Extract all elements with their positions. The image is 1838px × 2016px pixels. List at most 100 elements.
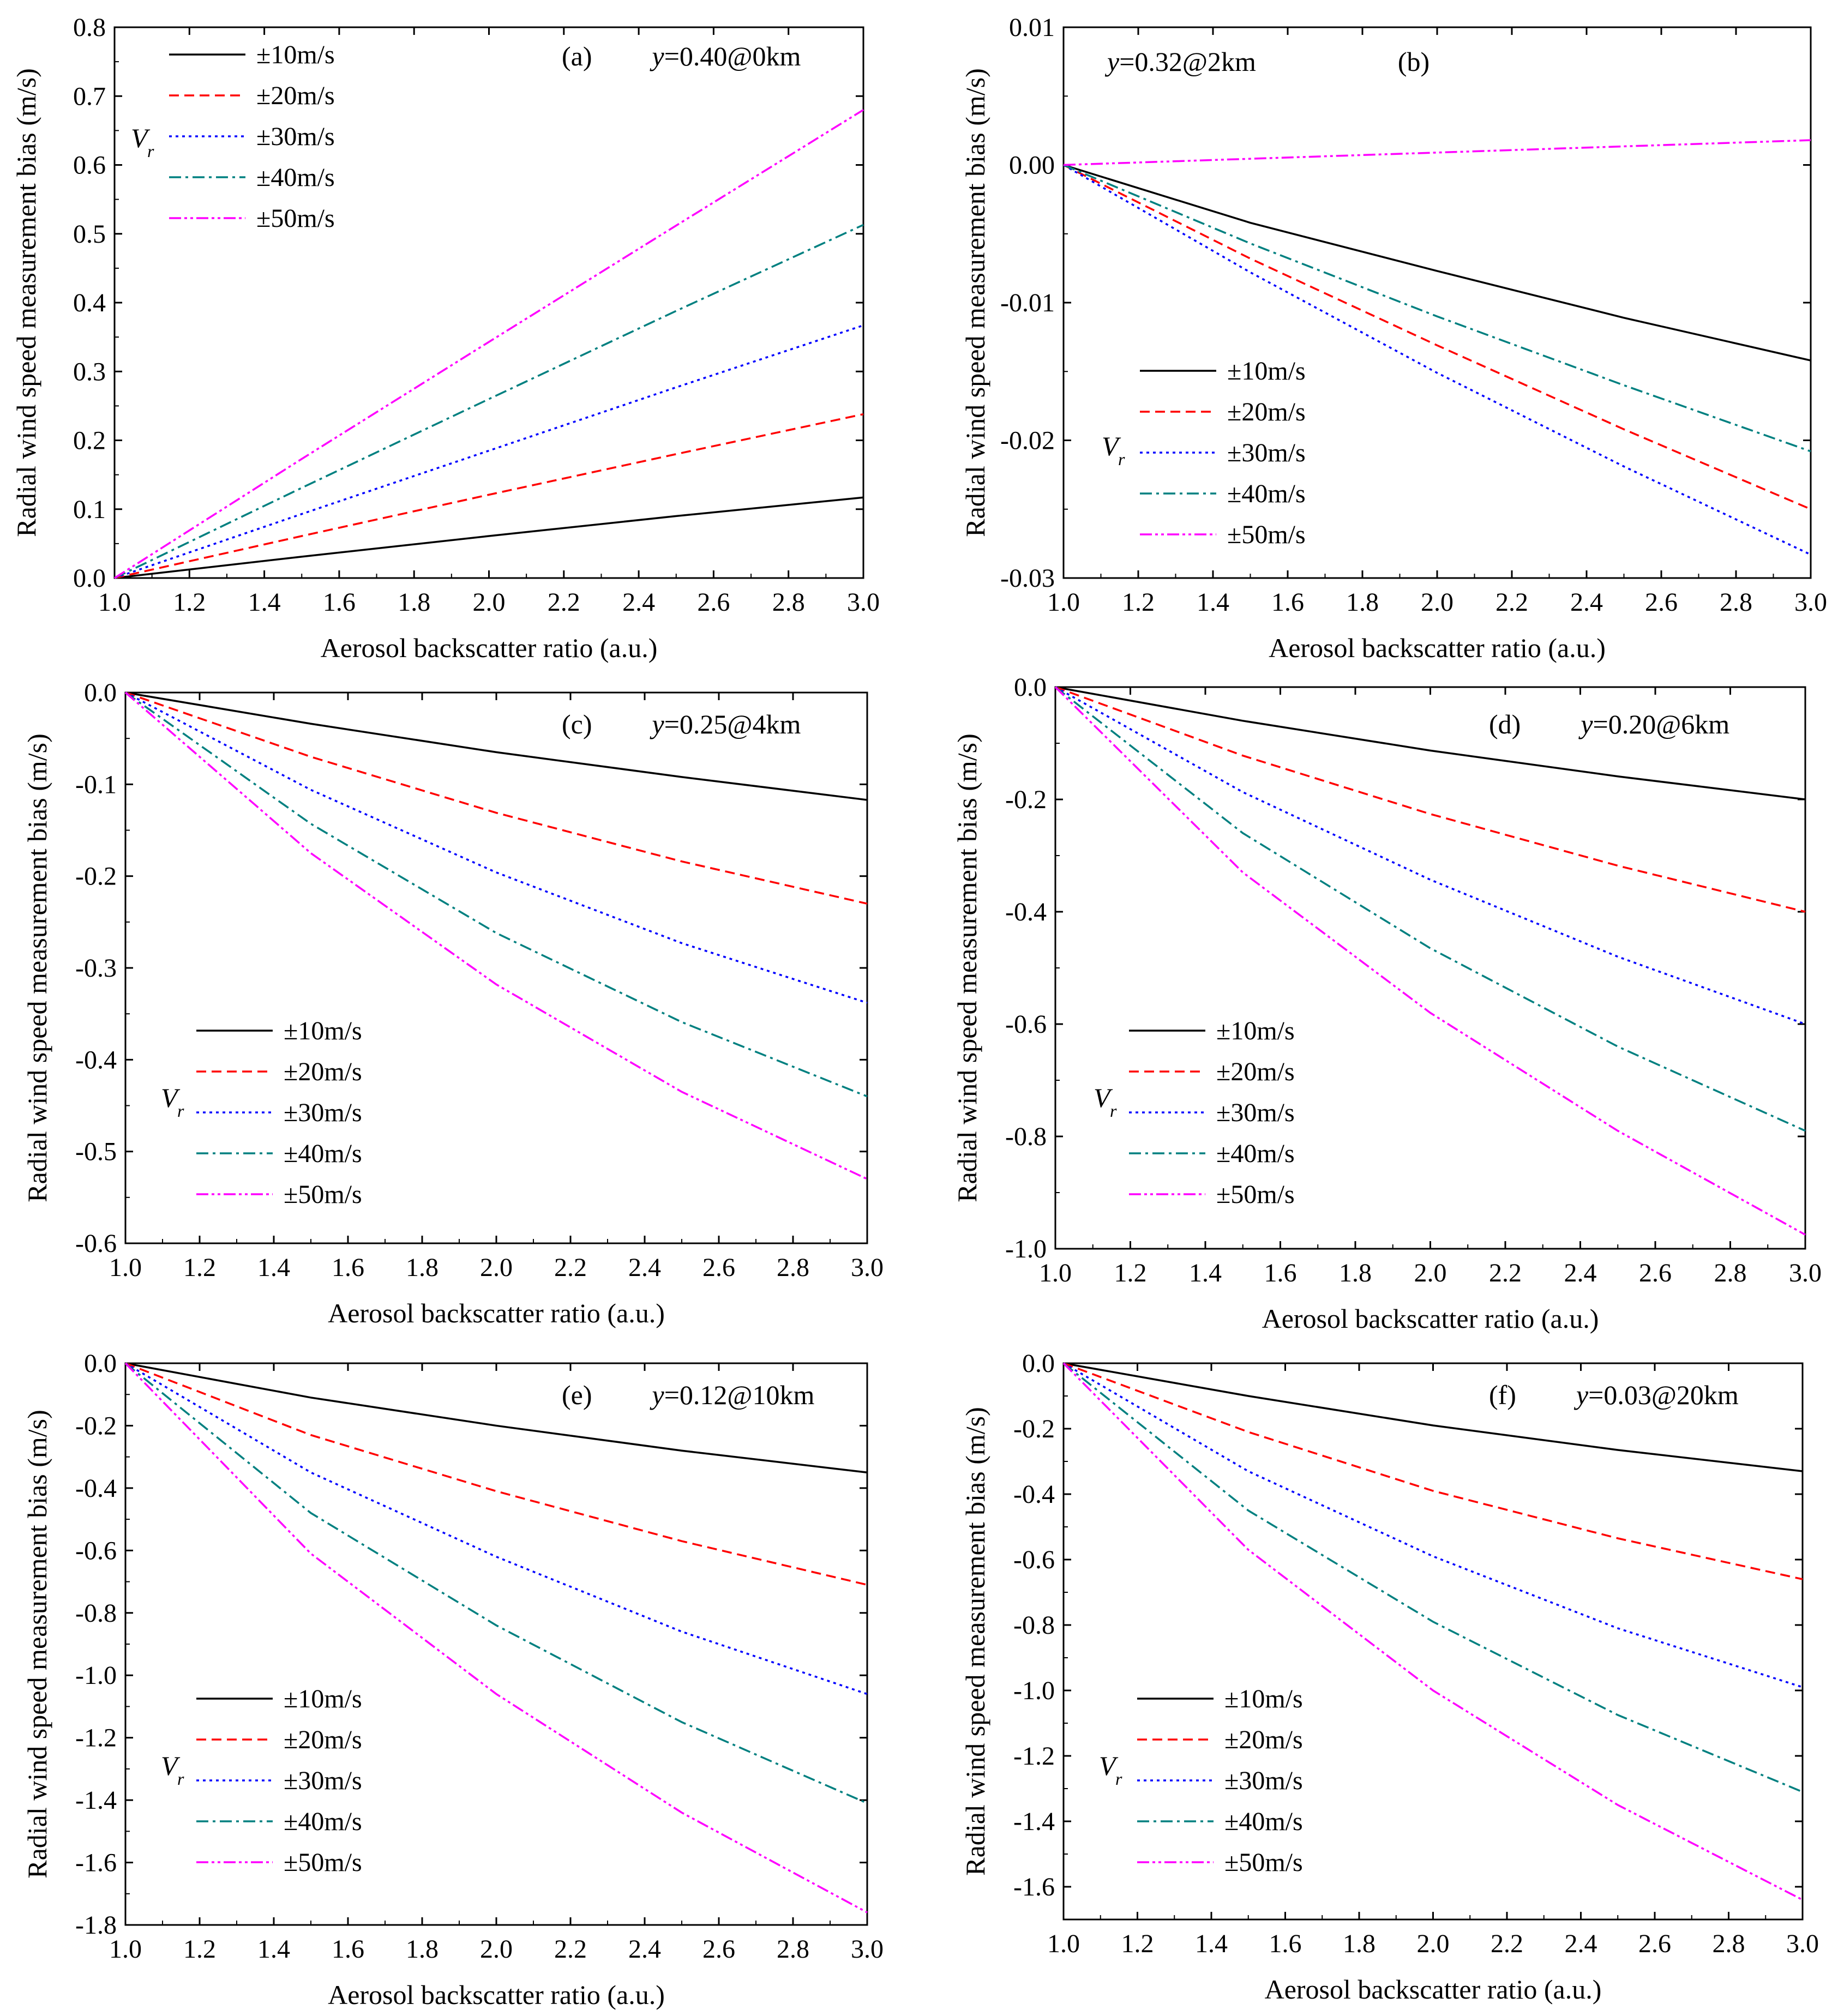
legend-title: V [131,123,151,153]
legend-title-subscript: r [1115,1769,1122,1789]
x-tick-label: 2.2 [1489,1259,1522,1287]
y-tick-label: 0.5 [73,220,106,249]
y-tick-label: 0.7 [73,82,106,111]
legend-label-5: ±50m/s [284,1848,362,1877]
x-tick-label: 1.8 [1343,1929,1376,1958]
plot-frame [124,1362,868,1926]
legend-label-5: ±50m/s [1224,1848,1303,1877]
y-axis-title: Radial wind speed measurement bias (m/s) [22,1410,52,1879]
x-tick-label: 1.0 [1047,588,1080,617]
y-tick-label: -1.2 [1013,1742,1055,1771]
y-tick-label: 0.6 [73,151,106,180]
y-tick-label: 0.0 [1014,673,1047,702]
series-line-1 [114,496,864,579]
legend-title-subscript: r [1110,1101,1117,1121]
x-tick-label: 1.6 [1271,588,1304,617]
y-tick-label: -0.02 [1000,426,1055,455]
chart-panel-c: 1.0 1.2 1.4 1.6 1.8 2.0 2.2 2.4 2.6 2.8 3.0 -0.6 -0.… [22,678,884,1328]
x-tick-label: 1.0 [1039,1259,1072,1287]
y-tick-label: 0.01 [1009,13,1055,42]
y-tick-label: -1.6 [75,1849,117,1877]
x-tick-label: 1.0 [109,1935,142,1964]
x-tick-label: 2.2 [1495,588,1528,617]
y-axis-title: Radial wind speed measurement bias (m/s) [22,733,52,1202]
y-tick-label: -0.4 [1005,898,1047,926]
x-axis-title: Aerosol backscatter ratio (a.u.) [328,1298,665,1328]
x-tick-label: 1.2 [1121,1929,1154,1958]
y-axis-title: Radial wind speed measurement bias (m/s) [952,733,982,1202]
x-tick-label: 1.2 [183,1935,216,1964]
x-tick-label: 2.2 [554,1253,587,1282]
y-tick-label: -0.2 [75,862,117,891]
x-axis-title: Aerosol backscatter ratio (a.u.) [1265,1974,1602,2005]
legend-label-4: ±40m/s [1216,1139,1295,1168]
legend-title-subscript: r [177,1101,184,1121]
y-tick-label: -0.03 [1000,564,1055,593]
y-tick-label: -1.2 [75,1724,117,1753]
x-tick-label: 2.4 [1564,1259,1597,1287]
legend-label-4: ±40m/s [1224,1807,1303,1836]
y-tick-label: -1.4 [75,1786,117,1815]
y-tick-label: 0.8 [73,13,106,42]
y-tick-label: -0.5 [75,1138,117,1166]
x-tick-label: 2.6 [1638,1929,1671,1958]
x-tick-label: 3.0 [851,1935,884,1964]
y-tick-label: -0.2 [1005,785,1047,814]
x-tick-label: 1.4 [1195,1929,1228,1958]
y-tick-label: -0.8 [1005,1122,1047,1151]
x-tick-label: 2.0 [1417,1929,1450,1958]
legend-label-1: ±10m/s [1224,1684,1303,1713]
series-line-5 [124,691,868,1180]
legend-label-4: ±40m/s [256,163,335,192]
plot-frame [1062,1362,1804,1921]
series-line-3 [125,1362,868,1695]
legend-label-1: ±10m/s [1216,1016,1295,1045]
panel-label: (e) [562,1380,592,1410]
x-tick-label: 3.0 [1789,1259,1822,1287]
x-tick-label: 2.4 [628,1253,661,1282]
y-tick-label: -0.01 [1000,288,1055,317]
chart-panel-d: 1.0 1.2 1.4 1.6 1.8 2.0 2.2 2.4 2.6 2.8 3.0 -1.0 -0.… [952,673,1822,1334]
x-axis-title: Aerosol backscatter ratio (a.u.) [1262,1303,1599,1334]
panel-annotation: (e) y=0.12@10km [562,1380,814,1410]
chart-panel-e: 1.0 1.2 1.4 1.6 1.8 2.0 2.2 2.4 2.6 2.8 3.0 -1.8 -1.… [22,1349,884,2010]
series-line-3 [125,691,868,1004]
annotation-value: =0.03@20km [1588,1380,1739,1410]
x-tick-label: 3.0 [1786,1929,1819,1958]
legend-label-3: ±30m/s [1216,1098,1295,1127]
series-line-2 [1063,1362,1803,1580]
series-line-5 [1063,139,1811,166]
panel-label: (d) [1489,709,1521,739]
x-tick-label: 1.4 [257,1935,290,1964]
panel-annotation: (a) y=0.40@0km [562,41,801,71]
annotation-value: =0.32@2km [1119,46,1256,77]
legend-title-subscript: r [147,141,154,161]
series-line-2 [125,1362,868,1586]
series-line-4 [1054,686,1806,1132]
panel-label: (f) [1489,1380,1516,1410]
legend-label-3: ±30m/s [284,1766,362,1795]
x-tick-label: 2.6 [697,588,730,617]
x-tick-label: 3.0 [847,588,880,617]
x-tick-label: 2.0 [480,1935,513,1964]
x-tick-label: 2.8 [777,1935,809,1964]
y-tick-label: -0.4 [75,1474,117,1503]
x-tick-label: 1.4 [257,1253,290,1282]
annotation-value: =0.25@4km [664,709,801,739]
y-tick-label: -0.4 [1013,1480,1055,1509]
y-tick-label: -0.6 [1013,1545,1055,1574]
chart-panel-a: 1.0 1.2 1.4 1.6 1.8 2.0 2.2 2.4 2.6 2.8 3.0 0.0 0.1 0… [11,13,880,663]
annotation-value: =0.40@0km [664,41,801,71]
series-line-1 [1063,164,1811,362]
y-tick-label: 0.00 [1009,151,1055,180]
x-tick-label: 2.8 [772,588,805,617]
x-tick-label: 2.6 [702,1253,735,1282]
plot-frame [1054,686,1806,1250]
series-line-5 [124,1362,868,1913]
panel-annotation: (c) y=0.25@4km [562,709,801,739]
x-tick-label: 1.4 [1189,1259,1222,1287]
series-line-4 [1062,1362,1803,1793]
x-tick-label: 2.6 [702,1935,735,1964]
series-line-4 [124,691,868,1098]
